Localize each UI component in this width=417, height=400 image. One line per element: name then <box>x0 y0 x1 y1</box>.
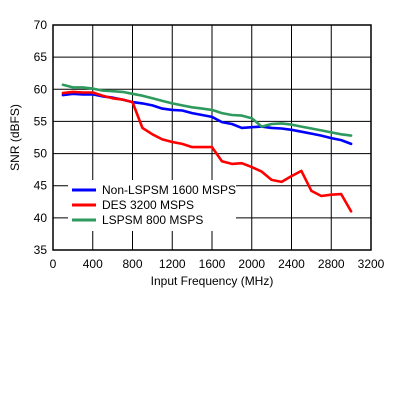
legend-label-2: DES 3200 MSPS <box>102 198 194 212</box>
series-line-3 <box>61 83 353 137</box>
y-axis-ticks: 35 40 45 50 55 60 65 70 <box>34 18 48 257</box>
x-tick-label: 2400 <box>278 257 305 271</box>
y-tick-label: 65 <box>34 50 48 64</box>
y-tick-label: 40 <box>34 211 48 225</box>
x-axis-title: Input Frequency (MHz) <box>151 274 274 288</box>
x-tick-label: 1200 <box>159 257 186 271</box>
plot-area-frame <box>52 24 372 251</box>
x-tick-label: 3200 <box>358 257 385 271</box>
x-tick-label: 0 <box>50 257 57 271</box>
series-line-2 <box>61 90 353 213</box>
series-lines <box>61 83 353 213</box>
y-tick-label: 60 <box>34 82 48 96</box>
y-tick-label: 70 <box>34 18 48 32</box>
x-tick-label: 2800 <box>318 257 345 271</box>
x-tick-label: 400 <box>83 257 103 271</box>
y-axis-title: SNR (dBFS) <box>8 104 22 171</box>
y-tick-label: 55 <box>34 114 48 128</box>
legend-label-3: LSPSM 800 MSPS <box>102 213 203 227</box>
x-tick-label: 1600 <box>199 257 226 271</box>
y-tick-label: 50 <box>34 147 48 161</box>
x-tick-label: 2000 <box>238 257 265 271</box>
x-axis-ticks: 0 400 800 1200 1600 2000 2400 2800 3200 <box>50 257 385 271</box>
series-line-1 <box>61 92 353 146</box>
x-tick-label: 800 <box>122 257 142 271</box>
y-tick-label: 35 <box>34 243 48 257</box>
y-tick-label: 45 <box>34 179 48 193</box>
legend-label-1: Non-LSPSM 1600 MSPS <box>102 183 236 197</box>
